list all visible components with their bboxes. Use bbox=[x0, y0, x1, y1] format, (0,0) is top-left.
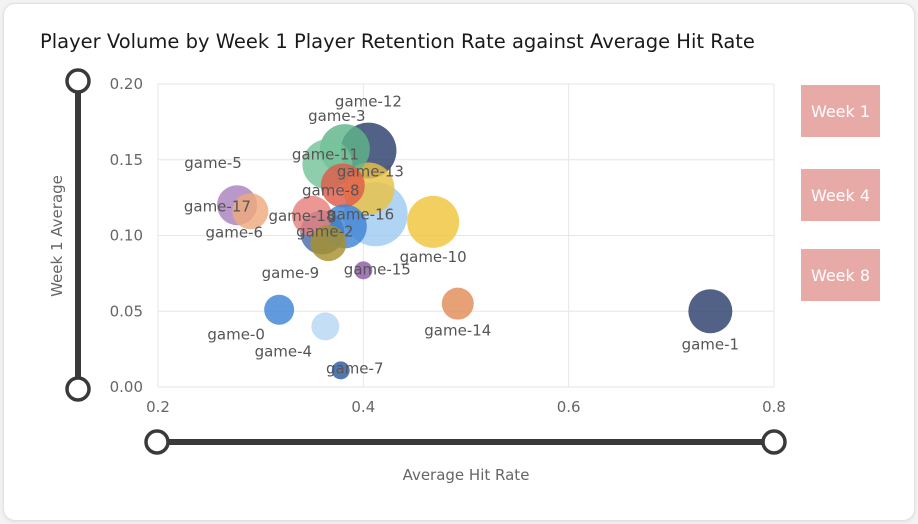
bubble-label: game-11 bbox=[292, 145, 359, 163]
bubble-label: game-6 bbox=[206, 223, 264, 241]
bubble-label: game-13 bbox=[337, 163, 404, 181]
bubble-game-17[interactable] bbox=[232, 193, 269, 230]
x-tick-label: 0.8 bbox=[762, 398, 786, 416]
bubble-label: game-2 bbox=[296, 222, 354, 240]
y-axis-label: Week 1 Average bbox=[48, 175, 66, 297]
bubble-label: game-3 bbox=[308, 107, 366, 125]
bubble-label: game-12 bbox=[335, 93, 402, 111]
bubble-game-0[interactable] bbox=[264, 294, 295, 325]
y-tick-label: 0.15 bbox=[110, 151, 143, 169]
x-tick-label: 0.6 bbox=[557, 398, 581, 416]
week-1-button[interactable]: Week 1 bbox=[801, 85, 880, 137]
bubble-label: game-5 bbox=[184, 154, 242, 172]
x-slider-left-handle[interactable] bbox=[144, 429, 170, 455]
bubble-game-1[interactable] bbox=[688, 289, 733, 334]
bubble-label: game-15 bbox=[344, 260, 411, 278]
bubble-label: game-0 bbox=[207, 326, 265, 344]
x-range-slider[interactable] bbox=[144, 429, 787, 455]
y-tick-label: 0.10 bbox=[110, 227, 143, 245]
y-slider-top-handle[interactable] bbox=[65, 68, 91, 94]
axis-ticks: 0.00 0.05 0.10 0.15 0.20 0.2 0.4 0.6 0.8 bbox=[110, 75, 786, 416]
x-slider-right-handle[interactable] bbox=[761, 429, 787, 455]
x-tick-label: 0.2 bbox=[146, 398, 170, 416]
bubble-game-14[interactable] bbox=[441, 287, 474, 320]
bubble-label: game-10 bbox=[400, 248, 467, 266]
y-tick-label: 0.20 bbox=[110, 75, 143, 93]
bubble-game-15[interactable] bbox=[354, 261, 373, 280]
bubble-label: game-18 bbox=[268, 207, 335, 225]
bubble-game-8[interactable] bbox=[320, 163, 365, 208]
bubble-game-10[interactable] bbox=[407, 195, 460, 248]
y-range-slider[interactable] bbox=[65, 68, 91, 402]
x-axis-label: Average Hit Rate bbox=[403, 466, 530, 484]
bubble-game-7[interactable] bbox=[331, 361, 350, 380]
chart-title: Player Volume by Week 1 Player Retention… bbox=[40, 30, 755, 53]
y-tick-label: 0.00 bbox=[110, 378, 143, 396]
bubble-label: game-7 bbox=[326, 359, 384, 377]
x-tick-label: 0.4 bbox=[351, 398, 375, 416]
bubble-label: game-1 bbox=[682, 335, 740, 353]
bubble-label: game-17 bbox=[184, 197, 251, 215]
bubble-game-18[interactable] bbox=[292, 195, 332, 236]
bubble-label: game-14 bbox=[424, 322, 491, 340]
bubble-game-4[interactable] bbox=[311, 312, 340, 341]
week-8-button[interactable]: Week 8 bbox=[801, 249, 880, 301]
week-4-button[interactable]: Week 4 bbox=[801, 169, 880, 221]
bubble-label: game-9 bbox=[262, 264, 320, 282]
bubble-label: game-16 bbox=[327, 205, 394, 223]
y-slider-bottom-handle[interactable] bbox=[65, 376, 91, 402]
bubble-game-9[interactable] bbox=[310, 225, 347, 262]
bubble-label: game-8 bbox=[302, 182, 360, 200]
y-tick-label: 0.05 bbox=[110, 302, 143, 320]
bubble-label: game-4 bbox=[255, 342, 313, 360]
bubbles bbox=[217, 122, 733, 380]
